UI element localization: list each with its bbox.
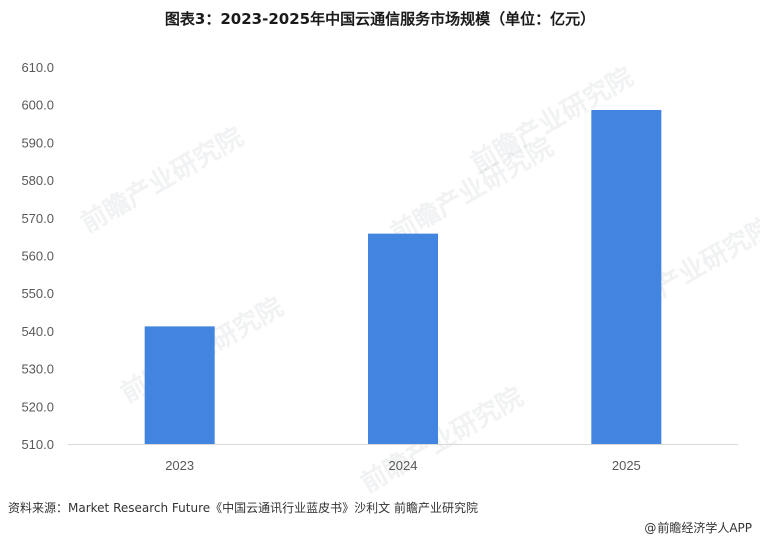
- y-tick-label: 590.0: [21, 135, 54, 150]
- y-tick-label: 530.0: [21, 362, 54, 377]
- y-tick-label: 550.0: [21, 286, 54, 301]
- bar-2023: [144, 326, 215, 444]
- x-tick-label: 2024: [389, 458, 418, 473]
- x-tick-label: 2023: [165, 458, 194, 473]
- y-tick-label: 580.0: [21, 173, 54, 188]
- y-tick-label: 570.0: [21, 211, 54, 226]
- bar-2024: [368, 233, 438, 444]
- y-tick-label: 540.0: [21, 324, 54, 339]
- y-tick-label: 600.0: [21, 98, 54, 113]
- bar-2025: [591, 109, 662, 444]
- chart-title: 图表3：2023-2025年中国云通信服务市场规模（单位：亿元）: [164, 10, 596, 28]
- y-tick-label: 520.0: [21, 399, 54, 414]
- at-icon: @: [644, 520, 657, 535]
- y-tick-label: 610.0: [21, 60, 54, 75]
- y-tick-label: 510.0: [21, 437, 54, 452]
- brand-attribution: @ 前瞻经济学人APP: [644, 519, 752, 536]
- y-tick-label: 560.0: [21, 249, 54, 264]
- source-note: 资料来源：Market Research Future《中国云通讯行业蓝皮书》沙…: [8, 501, 478, 515]
- x-tick-label: 2025: [612, 458, 641, 473]
- brand-text: 前瞻经济学人APP: [657, 521, 752, 535]
